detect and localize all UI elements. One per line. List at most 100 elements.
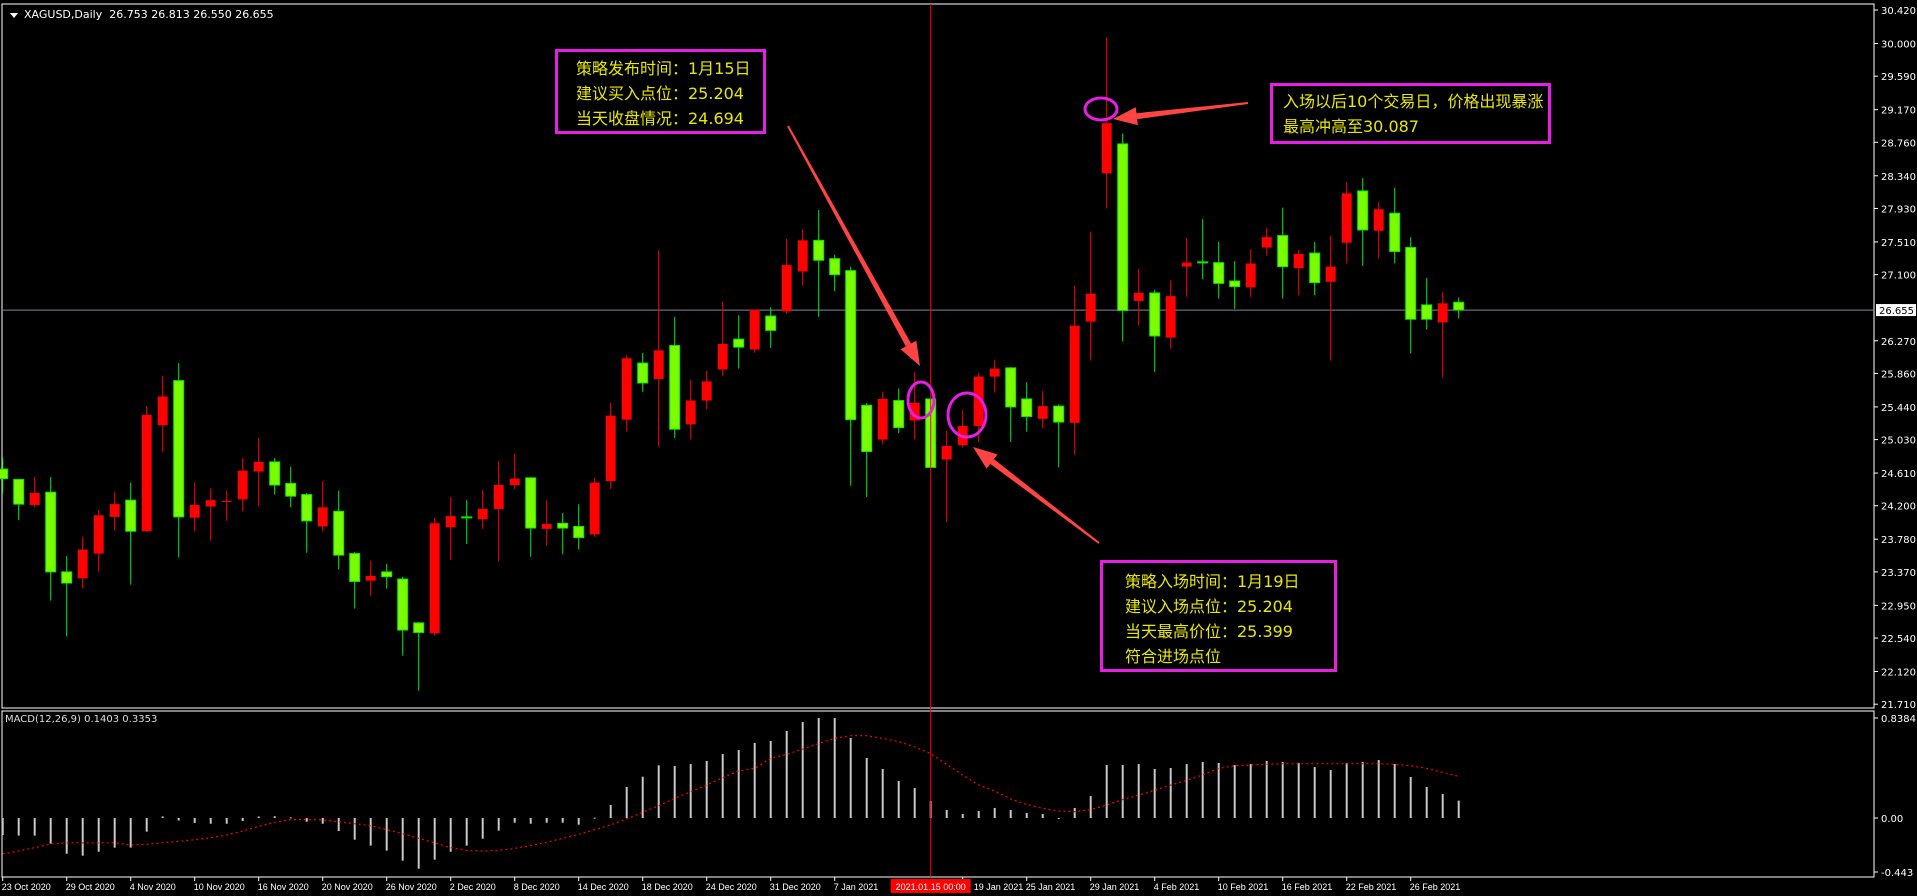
candle-body <box>765 315 777 331</box>
candle <box>941 430 952 522</box>
candle <box>237 457 248 512</box>
macd-histogram-bar <box>49 818 52 844</box>
candle-body <box>45 491 57 573</box>
annotation-entry[interactable]: 策略入场时间：1月19日 建议入场点位：25.204 当天最高价位：25.399… <box>1100 560 1337 672</box>
candle-body <box>269 461 281 486</box>
macd-tick-label: 0.8384 <box>1881 714 1916 725</box>
candle-body <box>717 343 728 370</box>
price-tick-label: 24.200 <box>1881 502 1916 513</box>
candle-body <box>605 415 616 482</box>
candle <box>173 363 185 558</box>
annotation-release[interactable]: 策略发布时间：1月15日 建议买入点位：25.204 当天收盘情况：24.694 <box>555 49 766 134</box>
candle-body <box>701 381 712 401</box>
annotation-surge[interactable]: 入场以后10个交易日，价格出现暴涨 最高冲高至30.087 <box>1270 83 1551 144</box>
date-tick-label: 26 Nov 2020 <box>386 882 437 892</box>
candle-body <box>0 468 9 480</box>
highlight-circle <box>1083 96 1119 122</box>
arrow-shaft <box>1136 102 1249 120</box>
macd-histogram-bar <box>1089 796 1092 818</box>
macd-histogram-bar <box>977 811 980 818</box>
macd-histogram-bar <box>161 816 164 818</box>
candle-body <box>157 396 168 426</box>
candle <box>45 477 57 601</box>
macd-histogram-bar <box>1377 759 1380 818</box>
macd-histogram-bar <box>529 818 532 824</box>
macd-histogram-bar <box>785 730 788 818</box>
candle-body <box>1341 193 1352 243</box>
main-pane-border <box>1 3 1875 709</box>
macd-histogram-bar <box>273 816 276 818</box>
macd-histogram-bar <box>1457 800 1460 818</box>
candle-body <box>61 571 73 584</box>
macd-histogram-bar <box>625 787 628 818</box>
macd-histogram-bar <box>337 818 340 832</box>
candle-body <box>477 508 488 520</box>
candle-body <box>1101 123 1112 174</box>
candle <box>109 492 120 531</box>
candle <box>253 437 264 507</box>
collapse-triangle-icon[interactable] <box>10 12 18 18</box>
candle-body <box>365 575 376 581</box>
price-tick-label: 25.440 <box>1881 403 1916 414</box>
annotation-line: 符合进场点位 <box>1125 647 1222 666</box>
candle-body <box>893 400 905 429</box>
candle-body <box>573 525 585 539</box>
candle <box>717 301 728 376</box>
macd-histogram-bar <box>433 818 436 860</box>
macd-histogram-bar <box>1169 768 1172 818</box>
candle-body <box>1389 212 1401 252</box>
candle <box>477 489 488 529</box>
candle <box>381 563 393 589</box>
macd-histogram-bar <box>1441 793 1444 818</box>
candle <box>1181 237 1192 297</box>
annotation-line: 最高冲高至30.087 <box>1283 117 1419 136</box>
macd-histogram-bar <box>849 738 852 818</box>
candle <box>1213 241 1225 299</box>
macd-histogram-bar <box>17 818 20 836</box>
candle <box>333 490 345 570</box>
date-tick-label: 10 Feb 2021 <box>1218 882 1269 892</box>
candle <box>797 229 808 286</box>
price-tick-label: 29.170 <box>1881 106 1916 117</box>
date-tick-label: 23 Oct 2020 <box>2 882 51 892</box>
macd-histogram-bar <box>1121 765 1124 818</box>
candle <box>1005 367 1017 442</box>
candle-body <box>1245 263 1256 288</box>
date-tick-label: 24 Dec 2020 <box>706 882 757 892</box>
symbol-label: XAGUSD,Daily <box>24 8 103 21</box>
candle-body <box>381 571 393 578</box>
price-tick-label: 23.370 <box>1881 568 1916 579</box>
macd-histogram-bar <box>737 750 740 818</box>
candle-body <box>493 485 504 509</box>
arrow-shaft <box>990 459 1100 544</box>
macd-histogram-bar <box>993 807 996 818</box>
price-tick-label: 23.780 <box>1881 535 1916 546</box>
candle <box>989 359 1000 393</box>
candle-body <box>1229 280 1241 288</box>
macd-histogram-bar <box>465 818 468 846</box>
date-tick-label: 16 Nov 2020 <box>258 882 309 892</box>
annotation-line: 当天收盘情况：24.694 <box>576 109 744 128</box>
macd-histogram-bar <box>145 818 148 832</box>
candle-body <box>749 309 760 350</box>
candle <box>813 210 825 317</box>
date-tick-label: 19 Jan 2021 <box>974 882 1024 892</box>
candle-body <box>429 523 440 634</box>
candle-body <box>221 500 232 502</box>
candle <box>1021 382 1033 432</box>
macd-histogram-bar <box>241 818 244 821</box>
candle <box>509 453 520 489</box>
date-tick-label: 29 Jan 2021 <box>1090 882 1140 892</box>
macd-histogram-bar <box>753 742 756 818</box>
candlestick-series <box>0 37 1465 691</box>
candle <box>957 410 968 448</box>
candle-body <box>173 380 185 518</box>
price-tick-label: 21.710 <box>1881 700 1916 711</box>
candle-body <box>637 362 649 384</box>
date-tick-label: 29 Oct 2020 <box>66 882 115 892</box>
date-tick-label: 10 Nov 2020 <box>194 882 245 892</box>
macd-tick-label: -0.443 <box>1881 868 1913 879</box>
macd-histogram-bar <box>1073 807 1076 818</box>
candle-body <box>1437 303 1448 323</box>
